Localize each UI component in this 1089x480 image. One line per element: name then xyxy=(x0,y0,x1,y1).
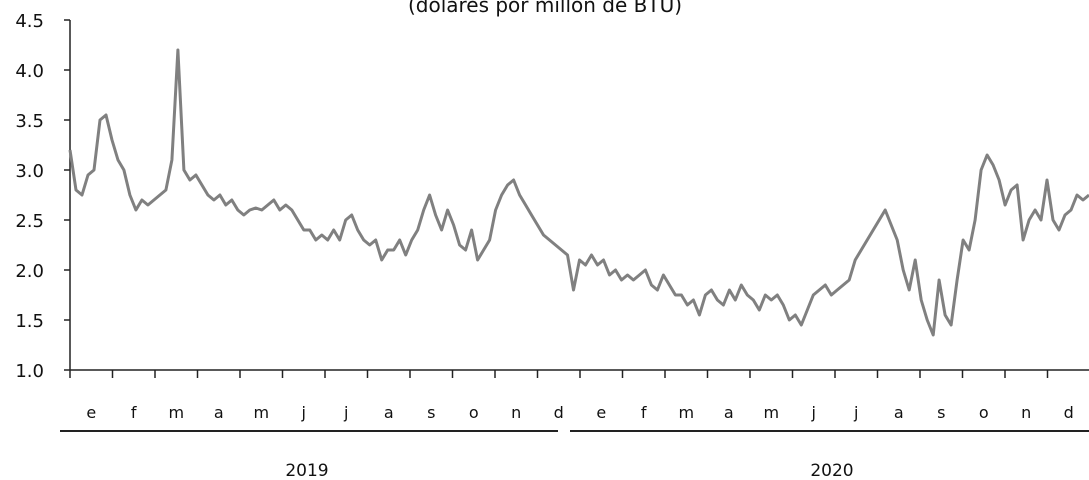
month-label: a xyxy=(724,403,734,422)
x-axis xyxy=(69,369,1089,378)
month-label: j xyxy=(301,403,306,422)
year-label: 2020 xyxy=(810,461,853,480)
chart-title: (dólares por millón de BTU) xyxy=(408,0,682,17)
month-label: s xyxy=(427,403,435,422)
y-tick-label: 3.5 xyxy=(15,111,44,132)
month-label: j xyxy=(853,403,858,422)
month-label: f xyxy=(641,403,647,422)
month-label: o xyxy=(469,403,479,422)
month-label: o xyxy=(979,403,989,422)
y-tick-label: 3.0 xyxy=(15,161,44,182)
y-tick-label: 1.5 xyxy=(15,311,44,332)
y-tick-label: 4.5 xyxy=(15,11,44,32)
month-label: m xyxy=(168,403,184,422)
month-label: j xyxy=(811,403,816,422)
month-label: s xyxy=(937,403,945,422)
y-tick-label: 4.0 xyxy=(15,61,44,82)
series-layer xyxy=(68,48,1089,337)
year-label: 2019 xyxy=(285,461,328,480)
y-tick-label: 1.0 xyxy=(15,361,44,382)
month-label: a xyxy=(384,403,394,422)
month-label: a xyxy=(894,403,904,422)
month-label: a xyxy=(214,403,224,422)
month-label: m xyxy=(763,403,779,422)
y-axis: 1.0 1.5 2.0 2.5 3.0 3.5 4.0 4.5 xyxy=(15,11,71,382)
month-label: f xyxy=(131,403,137,422)
month-label: e xyxy=(596,403,606,422)
y-tick-label: 2.5 xyxy=(15,211,44,232)
month-label: m xyxy=(253,403,269,422)
month-label: e xyxy=(86,403,96,422)
month-label: n xyxy=(1021,403,1031,422)
year-groups: 2019 2020 xyxy=(60,430,1089,480)
y-tick-label: 2.0 xyxy=(15,261,44,282)
month-label: j xyxy=(343,403,348,422)
month-label: n xyxy=(511,403,521,422)
month-label: d xyxy=(554,403,564,422)
month-label: d xyxy=(1064,403,1074,422)
series-line xyxy=(68,48,1089,337)
month-label: m xyxy=(678,403,694,422)
